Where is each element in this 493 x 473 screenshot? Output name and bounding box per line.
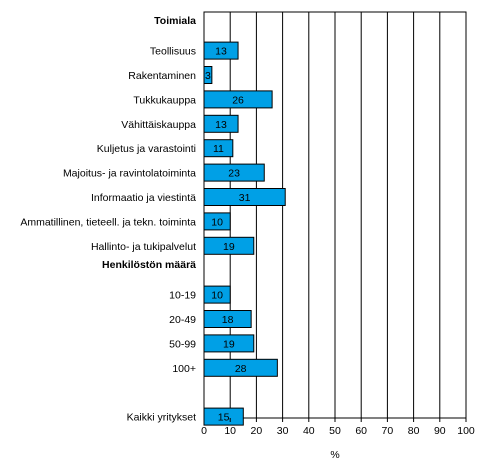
bar — [203, 285, 231, 304]
category-label: Kuljetus ja varastointi — [97, 143, 196, 155]
bar — [203, 163, 265, 182]
bar — [203, 358, 278, 377]
x-tick-label: 30 — [277, 425, 289, 437]
x-tick-label: 70 — [382, 425, 394, 437]
data-label: 23 — [228, 168, 240, 180]
data-label: 19 — [223, 241, 235, 253]
data-label: 19 — [223, 338, 235, 350]
category-label: 100+ — [172, 363, 196, 375]
data-label: 3 — [205, 70, 211, 82]
bar — [203, 236, 255, 255]
bar — [203, 188, 286, 206]
category-label: 50-99 — [169, 338, 196, 350]
x-tick-label: 40 — [303, 425, 315, 437]
section-heading: Toimiala — [154, 15, 196, 27]
category-label: 20-49 — [169, 314, 196, 326]
bar — [203, 212, 231, 231]
x-tick-label: 90 — [434, 425, 446, 437]
category-label: Teollisuus — [150, 46, 196, 58]
bar — [203, 66, 213, 84]
bar — [203, 310, 252, 328]
data-label: 31 — [239, 192, 251, 204]
section-heading: Henkilöstön määrä — [102, 259, 196, 271]
category-label: 10-19 — [169, 290, 196, 302]
category-label: Majoitus- ja ravintolatoiminta — [63, 168, 196, 180]
data-label: 26 — [232, 94, 244, 106]
data-label: 11 — [213, 143, 224, 155]
x-tick-label: 0 — [201, 425, 207, 437]
data-label: 13 — [215, 46, 227, 58]
category-label: Informaatio ja viestintä — [91, 192, 196, 204]
bar — [203, 139, 234, 158]
category-label: Kaikki yritykset — [127, 412, 197, 424]
x-axis-label: % — [330, 449, 339, 461]
bar — [203, 114, 239, 133]
x-tick-label: 20 — [251, 425, 263, 437]
x-tick-label: 60 — [355, 425, 367, 437]
data-label: 10 — [211, 290, 223, 302]
bar — [203, 41, 239, 60]
bar — [203, 334, 255, 353]
x-tick-label: 80 — [408, 425, 420, 437]
x-tick-label: 50 — [329, 425, 341, 437]
data-label: 28 — [235, 363, 247, 375]
category-label: Rakentaminen — [128, 70, 196, 82]
data-label: 18 — [222, 314, 234, 326]
category-label: Hallinto- ja tukipalvelut — [91, 241, 196, 253]
category-label: Ammatillinen, tieteell. ja tekn. toimint… — [20, 216, 196, 228]
data-label: 15 — [218, 412, 230, 424]
data-label: 13 — [215, 119, 227, 131]
category-label: Tukkukauppa — [133, 94, 196, 106]
x-tick-label: 10 — [224, 425, 236, 437]
category-label: Vähittäiskauppa — [121, 119, 196, 131]
x-tick-label: 100 — [457, 425, 475, 437]
data-label: 10 — [211, 216, 223, 228]
bar — [203, 90, 273, 109]
bar — [203, 407, 244, 426]
